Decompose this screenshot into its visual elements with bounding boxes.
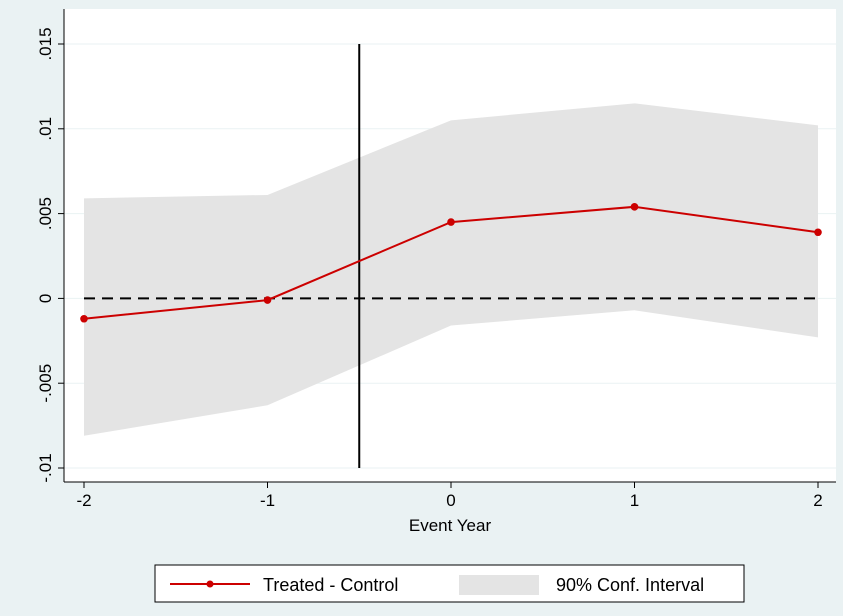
data-point [80, 314, 88, 323]
legend-marker-swatch [206, 580, 214, 588]
x-axis-title: Event Year [409, 516, 492, 535]
x-tick-label: 0 [446, 491, 455, 510]
reference-lines [84, 44, 818, 468]
y-tick-label: -.005 [36, 364, 55, 403]
y-tick-label: -.01 [36, 453, 55, 482]
confidence-band-layer [84, 103, 818, 436]
y-tick-label: 0 [36, 294, 55, 303]
legend: Treated - Control 90% Conf. Interval [154, 564, 745, 603]
data-point [814, 228, 822, 237]
legend-box [154, 564, 745, 603]
data-point [447, 218, 455, 226]
confidence-band [84, 103, 818, 436]
legend-label-series: Treated - Control [263, 575, 398, 595]
axes: -.01 -.005 0 .005 .01 .015 -2 -1 0 1 2 [36, 9, 836, 510]
y-tick-label: .015 [36, 27, 55, 60]
x-tick-label: 2 [813, 491, 822, 510]
data-point [630, 203, 639, 211]
x-tick-label: -1 [260, 491, 275, 510]
legend-label-ci: 90% Conf. Interval [556, 575, 704, 595]
x-tick-label: -2 [76, 491, 91, 510]
x-tick-label: 1 [630, 491, 639, 510]
y-tick-label: .01 [36, 117, 55, 141]
y-tick-label: .005 [36, 197, 55, 230]
legend-band-swatch [459, 575, 539, 595]
data-point [263, 296, 272, 304]
series-layer [80, 203, 822, 323]
